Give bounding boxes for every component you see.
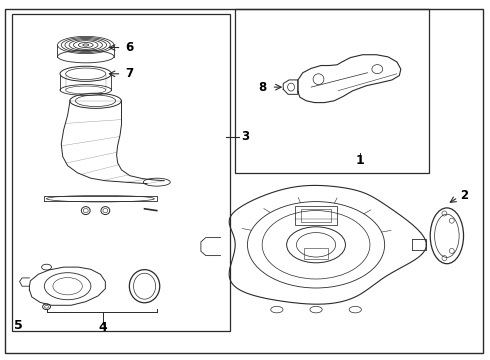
Text: 5: 5 <box>14 319 23 332</box>
Bar <box>301 209 331 222</box>
Text: 3: 3 <box>241 130 249 143</box>
Text: 7: 7 <box>125 67 133 80</box>
Bar <box>304 248 328 259</box>
Text: 8: 8 <box>258 81 267 94</box>
Text: 1: 1 <box>356 154 365 167</box>
Text: 4: 4 <box>98 321 107 334</box>
Bar <box>295 206 337 225</box>
Text: 2: 2 <box>461 189 469 202</box>
Text: 6: 6 <box>125 41 133 54</box>
